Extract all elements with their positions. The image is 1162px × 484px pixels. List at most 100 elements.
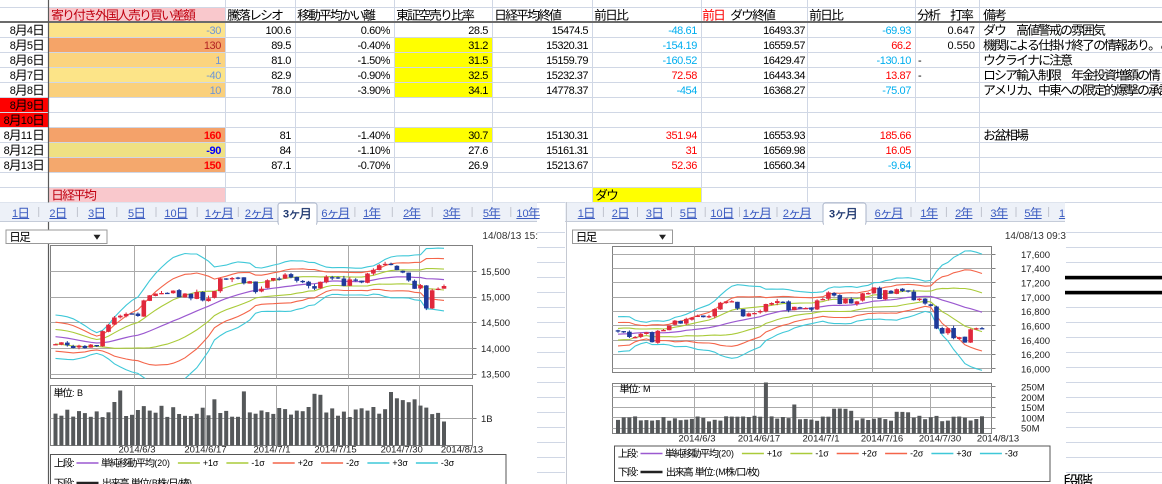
svg-text:-0.90%: -0.90% xyxy=(358,70,391,82)
svg-text:2: 2 xyxy=(955,208,961,220)
svg-text:+3σ: +3σ xyxy=(392,458,408,468)
svg-text:10: 10 xyxy=(516,208,528,220)
svg-text:1: 1 xyxy=(920,208,926,220)
svg-text:17,200: 17,200 xyxy=(1021,279,1050,290)
svg-text:14/08/13 09:3: 14/08/13 09:3 xyxy=(1005,231,1067,242)
svg-text:6: 6 xyxy=(875,208,881,220)
svg-text:+3σ: +3σ xyxy=(956,449,972,459)
svg-text:+1σ: +1σ xyxy=(767,449,783,459)
svg-text:9: 9 xyxy=(27,100,33,112)
svg-text:16553.93: 16553.93 xyxy=(763,130,805,142)
svg-text:-0.70%: -0.70% xyxy=(358,160,391,172)
svg-text:351.94: 351.94 xyxy=(666,130,698,142)
svg-text:16569.98: 16569.98 xyxy=(763,145,805,157)
svg-text:3: 3 xyxy=(443,208,449,220)
svg-text:16493.37: 16493.37 xyxy=(763,25,805,37)
svg-text:17,000: 17,000 xyxy=(1021,293,1050,304)
svg-text:8: 8 xyxy=(4,145,10,157)
svg-text:10: 10 xyxy=(210,85,222,97)
svg-text:3: 3 xyxy=(829,209,835,221)
svg-text:-2σ: -2σ xyxy=(346,458,360,468)
svg-text:-1.50%: -1.50% xyxy=(358,55,391,67)
svg-text:2014/7/30: 2014/7/30 xyxy=(381,445,423,456)
svg-text:16429.47: 16429.47 xyxy=(763,55,805,67)
svg-text:-1σ: -1σ xyxy=(251,458,265,468)
svg-text:6: 6 xyxy=(321,208,327,220)
svg-text:2014/7/15: 2014/7/15 xyxy=(314,445,356,456)
svg-text:2: 2 xyxy=(245,208,251,220)
svg-text:2014/8/13: 2014/8/13 xyxy=(441,445,483,456)
svg-text:-90: -90 xyxy=(206,145,221,157)
svg-text:84: 84 xyxy=(280,145,292,157)
svg-text:3: 3 xyxy=(990,208,996,220)
svg-text:10: 10 xyxy=(710,208,722,220)
svg-text:-160.52: -160.52 xyxy=(662,55,697,67)
svg-text:2014/7/1: 2014/7/1 xyxy=(254,445,291,456)
svg-text:185.66: 185.66 xyxy=(880,130,912,142)
svg-text:8: 8 xyxy=(10,55,16,67)
svg-text:-130.10: -130.10 xyxy=(876,55,911,67)
svg-text:150M: 150M xyxy=(1021,403,1045,414)
svg-text:2014/6/3: 2014/6/3 xyxy=(119,445,156,456)
svg-text:1: 1 xyxy=(12,208,18,220)
svg-text:81: 81 xyxy=(280,130,292,142)
svg-text:13: 13 xyxy=(21,160,33,172)
svg-text:31.5: 31.5 xyxy=(468,55,488,67)
svg-text:50M: 50M xyxy=(1021,424,1040,435)
svg-text:2: 2 xyxy=(612,208,618,220)
svg-text:-3σ: -3σ xyxy=(441,458,455,468)
svg-text:-48.61: -48.61 xyxy=(668,25,697,37)
svg-text::: : xyxy=(636,449,638,459)
svg-text:+2σ: +2σ xyxy=(298,458,314,468)
svg-text:4: 4 xyxy=(27,25,33,37)
svg-text:10: 10 xyxy=(21,115,33,127)
svg-text:31.2: 31.2 xyxy=(468,40,488,52)
svg-text:-: - xyxy=(918,55,922,67)
svg-text:15474.5: 15474.5 xyxy=(552,25,589,37)
svg-text:72.58: 72.58 xyxy=(671,70,697,82)
svg-text:/: / xyxy=(746,467,749,477)
svg-text:8: 8 xyxy=(4,115,10,127)
svg-text:8: 8 xyxy=(10,70,16,82)
svg-text:16,200: 16,200 xyxy=(1021,350,1050,361)
svg-text:150: 150 xyxy=(204,160,221,172)
svg-text:2: 2 xyxy=(403,208,409,220)
svg-text:11: 11 xyxy=(21,130,32,142)
svg-text:8: 8 xyxy=(4,160,10,172)
svg-text:2014/7/16: 2014/7/16 xyxy=(861,434,903,445)
svg-text:-454: -454 xyxy=(677,85,698,97)
svg-text:15,000: 15,000 xyxy=(481,293,510,304)
svg-text:2014/7/1: 2014/7/1 xyxy=(803,434,840,445)
svg-text:5: 5 xyxy=(27,40,33,52)
svg-text:8: 8 xyxy=(27,85,33,97)
svg-text:-69.93: -69.93 xyxy=(882,25,911,37)
svg-text:200M: 200M xyxy=(1021,393,1045,404)
svg-text:28.5: 28.5 xyxy=(468,25,488,37)
svg-text:10: 10 xyxy=(164,208,176,220)
svg-text:14,000: 14,000 xyxy=(481,344,510,355)
svg-text:15232.37: 15232.37 xyxy=(546,70,588,82)
svg-text:-1.40%: -1.40% xyxy=(358,130,391,142)
svg-text:0.647: 0.647 xyxy=(947,25,975,37)
svg-text:7: 7 xyxy=(27,70,33,82)
svg-text:-154.19: -154.19 xyxy=(662,40,697,52)
svg-text:82.9: 82.9 xyxy=(271,70,291,82)
svg-text:-1σ: -1σ xyxy=(815,449,829,459)
svg-text:3: 3 xyxy=(88,208,94,220)
svg-text:1B: 1B xyxy=(481,414,493,425)
svg-text:3: 3 xyxy=(646,208,652,220)
svg-text:13.87: 13.87 xyxy=(885,70,911,82)
svg-text:16,800: 16,800 xyxy=(1021,307,1050,318)
svg-text:13,500: 13,500 xyxy=(481,370,510,381)
svg-text:16,600: 16,600 xyxy=(1021,322,1050,333)
svg-text:27.6: 27.6 xyxy=(468,145,488,157)
svg-text:81.0: 81.0 xyxy=(271,55,291,67)
svg-text:6: 6 xyxy=(27,55,33,67)
svg-text:30.7: 30.7 xyxy=(468,130,488,142)
svg-text:-1.10%: -1.10% xyxy=(358,145,391,157)
svg-text:100M: 100M xyxy=(1021,413,1045,424)
svg-text:1: 1 xyxy=(743,208,749,220)
svg-text:8: 8 xyxy=(10,85,16,97)
svg-text:-75.07: -75.07 xyxy=(882,85,911,97)
svg-text:1: 1 xyxy=(215,55,221,67)
